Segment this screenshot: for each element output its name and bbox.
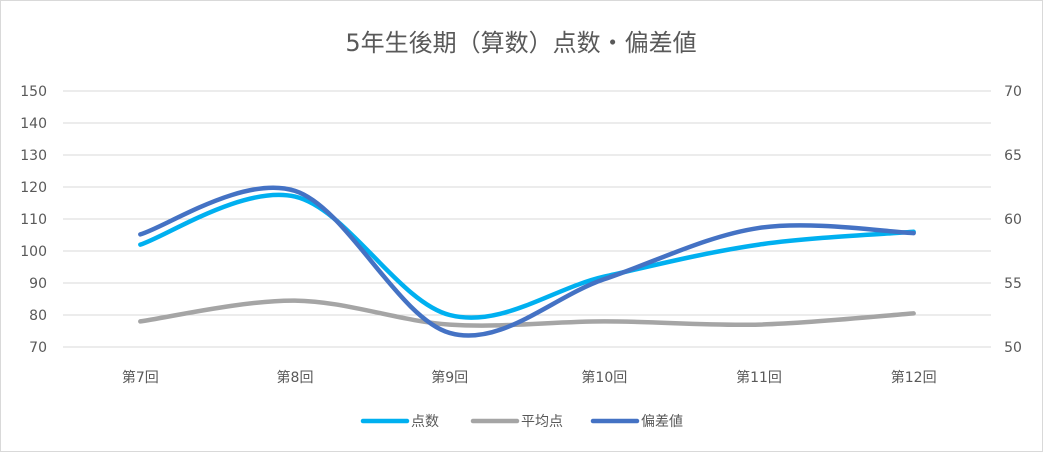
left-axis-tick-labels: 70 80 90 100 110 120 130 140 150 (20, 84, 47, 356)
right-axis-tick-label: 60 (1004, 212, 1022, 228)
left-axis-tick-label: 140 (20, 116, 47, 132)
legend: 点数 平均点 偏差値 (360, 414, 683, 430)
left-axis-tick-label: 150 (20, 84, 47, 100)
left-axis-tick-label: 90 (29, 276, 47, 292)
legend-label: 平均点 (521, 414, 563, 430)
x-axis-tick-label: 第7回 (122, 369, 159, 386)
x-axis-tick-label: 第9回 (431, 369, 468, 386)
right-axis-tick-label: 65 (1004, 148, 1022, 164)
right-axis-tick-label: 50 (1004, 340, 1022, 356)
x-axis-tick-label: 第10回 (581, 369, 627, 386)
legend-label: 点数 (411, 414, 439, 430)
left-axis-tick-label: 100 (20, 244, 47, 260)
legend-item-0: 点数 (360, 414, 439, 430)
left-axis-tick-label: 80 (29, 308, 47, 324)
series-line-1 (138, 298, 916, 328)
right-axis-tick-label: 70 (1004, 84, 1022, 100)
left-axis-tick-label: 130 (20, 148, 47, 164)
legend-label: 偏差値 (641, 414, 683, 430)
legend-item-1: 平均点 (470, 414, 563, 430)
legend-item-2: 偏差値 (590, 414, 683, 430)
left-axis-tick-label: 120 (20, 180, 47, 196)
series-lines (138, 185, 916, 338)
left-axis-tick-label: 70 (29, 340, 47, 356)
right-axis-tick-labels: 50 55 60 65 70 (1004, 84, 1022, 356)
x-axis-tick-labels: 第7回 第8回 第9回 第10回 第11回 第12回 (122, 369, 937, 386)
series-line-0 (138, 192, 916, 320)
left-axis-tick-label: 110 (20, 212, 47, 228)
series-line-2 (138, 185, 916, 338)
gridlines (63, 90, 991, 348)
x-axis-tick-label: 第12回 (891, 369, 937, 386)
chart-title: 5年生後期（算数）点数・偏差値 (345, 29, 696, 57)
x-axis-tick-label: 第11回 (736, 369, 782, 386)
right-axis-tick-label: 55 (1004, 276, 1022, 292)
x-axis-tick-label: 第8回 (277, 369, 314, 386)
